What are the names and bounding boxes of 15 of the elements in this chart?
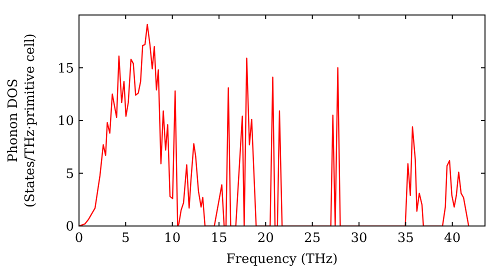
line-series	[79, 24, 470, 226]
y-axis-title: Phonon DOS (States/THz·primitive cell)	[6, 33, 38, 208]
x-tick-label: 25	[304, 231, 321, 246]
x-tick-label: 30	[350, 231, 368, 246]
x-tick-label: 15	[210, 231, 228, 246]
x-tick-label: 5	[122, 231, 130, 246]
x-tick-label: 40	[444, 231, 461, 246]
y-tick-label: 10	[57, 114, 74, 130]
x-tick-label: 20	[257, 231, 274, 246]
x-axis-title: Frequency (THz)	[226, 252, 338, 267]
y-tick-label: 15	[57, 61, 74, 76]
x-tick-label: 35	[397, 231, 414, 246]
y-tick-label: 5	[66, 166, 74, 182]
y-tick-label: 0	[66, 220, 74, 235]
x-tick-label: 10	[164, 231, 181, 246]
